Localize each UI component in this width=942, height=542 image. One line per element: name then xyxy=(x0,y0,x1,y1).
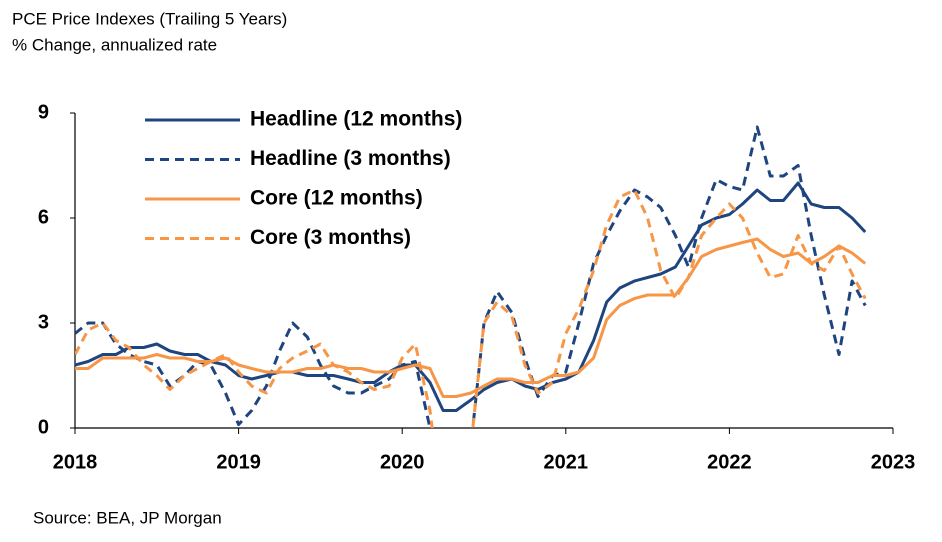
x-tick-label: 2019 xyxy=(216,451,261,473)
x-tick-label: 2018 xyxy=(53,451,98,473)
chart-subtitle: % Change, annualized rate xyxy=(12,35,217,54)
chart-title: PCE Price Indexes (Trailing 5 Years) xyxy=(12,9,287,28)
plot-area xyxy=(75,125,867,428)
series-line xyxy=(75,188,867,428)
series-line xyxy=(75,237,867,398)
legend-label: Core (3 months) xyxy=(250,226,411,249)
legend-label: Core (12 months) xyxy=(250,187,423,210)
y-tick-label: 3 xyxy=(38,311,49,333)
y-tick-label: 0 xyxy=(38,416,49,438)
source-note: Source: BEA, JP Morgan xyxy=(33,508,222,527)
series-line xyxy=(75,125,867,428)
series-line xyxy=(75,181,867,412)
x-tick-label: 2022 xyxy=(707,451,752,473)
x-tick-label: 2023 xyxy=(871,451,916,473)
legend-label: Headline (3 months) xyxy=(250,147,451,170)
x-tick-label: 2020 xyxy=(380,451,425,473)
legend-label: Headline (12 months) xyxy=(250,108,462,131)
y-tick-label: 9 xyxy=(38,101,49,123)
x-tick-label: 2021 xyxy=(544,451,589,473)
y-tick-label: 6 xyxy=(38,206,49,228)
